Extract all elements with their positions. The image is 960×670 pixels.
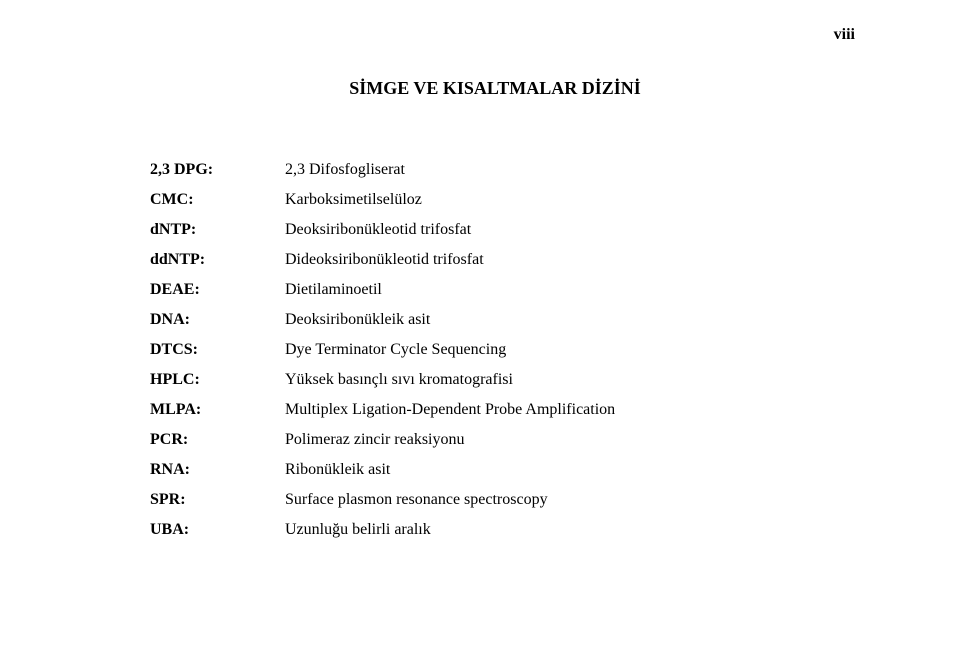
term: SPR: bbox=[150, 491, 285, 521]
list-item: DTCS: Dye Terminator Cycle Sequencing bbox=[150, 341, 840, 371]
definition: Yüksek basınçlı sıvı kromatografisi bbox=[285, 371, 840, 401]
term: ddNTP: bbox=[150, 251, 285, 281]
list-item: SPR: Surface plasmon resonance spectrosc… bbox=[150, 491, 840, 521]
list-item: ddNTP: Dideoksiribonükleotid trifosfat bbox=[150, 251, 840, 281]
definition: Deoksiribonükleotid trifosfat bbox=[285, 221, 840, 251]
term: dNTP: bbox=[150, 221, 285, 251]
list-item: PCR: Polimeraz zincir reaksiyonu bbox=[150, 431, 840, 461]
definition: Ribonükleik asit bbox=[285, 461, 840, 491]
page-heading: SİMGE VE KISALTMALAR DİZİNİ bbox=[150, 78, 840, 99]
definition: Multiplex Ligation-Dependent Probe Ampli… bbox=[285, 401, 840, 431]
list-item: 2,3 DPG: 2,3 Difosfogliserat bbox=[150, 161, 840, 191]
list-item: MLPA: Multiplex Ligation-Dependent Probe… bbox=[150, 401, 840, 431]
definition: Dye Terminator Cycle Sequencing bbox=[285, 341, 840, 371]
term: PCR: bbox=[150, 431, 285, 461]
list-item: DNA: Deoksiribonükleik asit bbox=[150, 311, 840, 341]
term: DTCS: bbox=[150, 341, 285, 371]
list-item: UBA: Uzunluğu belirli aralık bbox=[150, 521, 840, 551]
definition: Surface plasmon resonance spectroscopy bbox=[285, 491, 840, 521]
list-item: dNTP: Deoksiribonükleotid trifosfat bbox=[150, 221, 840, 251]
term: HPLC: bbox=[150, 371, 285, 401]
definition: Polimeraz zincir reaksiyonu bbox=[285, 431, 840, 461]
list-item: CMC: Karboksimetilselüloz bbox=[150, 191, 840, 221]
definition: Deoksiribonükleik asit bbox=[285, 311, 840, 341]
list-item: DEAE: Dietilaminoetil bbox=[150, 281, 840, 311]
term: CMC: bbox=[150, 191, 285, 221]
term: DNA: bbox=[150, 311, 285, 341]
list-item: HPLC: Yüksek basınçlı sıvı kromatografis… bbox=[150, 371, 840, 401]
term: 2,3 DPG: bbox=[150, 161, 285, 191]
definition: Dietilaminoetil bbox=[285, 281, 840, 311]
document-page: viii SİMGE VE KISALTMALAR DİZİNİ 2,3 DPG… bbox=[0, 0, 960, 670]
list-item: RNA: Ribonükleik asit bbox=[150, 461, 840, 491]
definition: Dideoksiribonükleotid trifosfat bbox=[285, 251, 840, 281]
term: DEAE: bbox=[150, 281, 285, 311]
term: UBA: bbox=[150, 521, 285, 551]
page-number: viii bbox=[834, 26, 855, 44]
term: RNA: bbox=[150, 461, 285, 491]
term: MLPA: bbox=[150, 401, 285, 431]
definition: 2,3 Difosfogliserat bbox=[285, 161, 840, 191]
abbreviations-list: 2,3 DPG: 2,3 Difosfogliserat CMC: Karbok… bbox=[150, 161, 840, 551]
definition: Uzunluğu belirli aralık bbox=[285, 521, 840, 551]
definition: Karboksimetilselüloz bbox=[285, 191, 840, 221]
